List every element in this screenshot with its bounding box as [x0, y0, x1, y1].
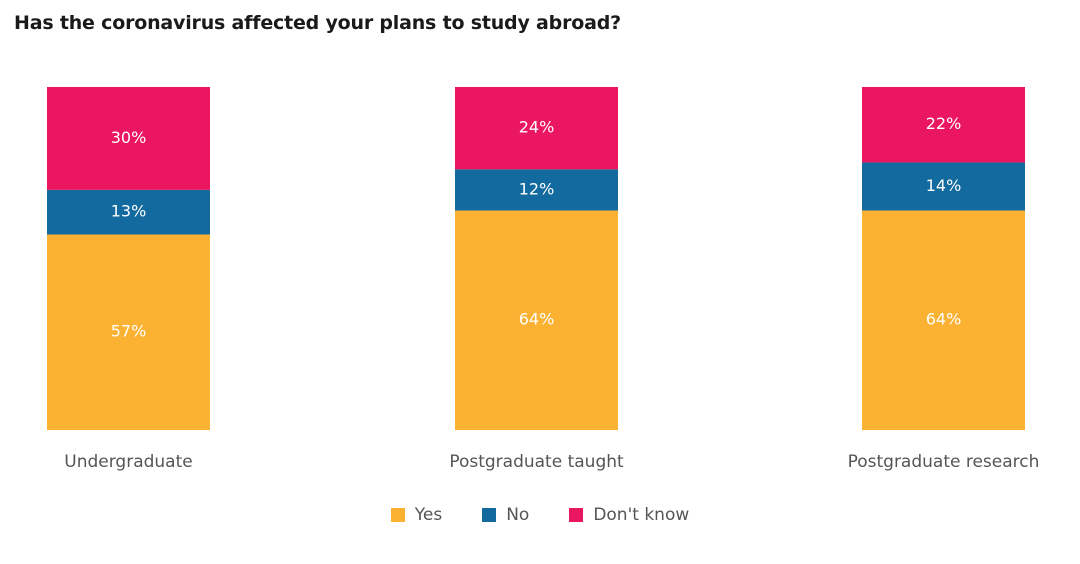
chart-title: Has the coronavirus affected your plans … — [14, 12, 621, 34]
bar-segment-no-2 — [862, 162, 1025, 211]
data-label: 64% — [519, 310, 555, 329]
legend-item: Don't know — [569, 505, 689, 525]
bar-segment-yes-0 — [47, 234, 210, 430]
legend-label: Yes — [414, 505, 443, 525]
stacked-bar-chart: 57% 13% 30% Undergraduate 64% 12% 24% Postgradu… — [47, 87, 1040, 472]
data-label: 22% — [926, 114, 962, 133]
bar-segment-yes-2 — [862, 210, 1025, 430]
legend: Yes No Don't know — [0, 505, 1080, 525]
category-label: Undergraduate — [64, 452, 192, 472]
legend-label: No — [506, 505, 530, 525]
legend-label: Don't know — [593, 505, 690, 525]
legend-swatch — [390, 508, 405, 522]
bar-segment-no-1 — [455, 169, 618, 211]
legend-swatch — [482, 508, 497, 522]
data-label: 14% — [926, 176, 962, 195]
data-label: 24% — [519, 118, 555, 137]
bar-segment-don-t-know-1 — [455, 87, 618, 170]
legend-item: Yes — [390, 505, 443, 525]
data-label: 57% — [111, 322, 147, 341]
bar-segment-no-0 — [47, 189, 210, 235]
category-label: Postgraduate taught — [449, 452, 624, 472]
data-label: 30% — [111, 128, 147, 147]
bar-segment-yes-1 — [455, 210, 618, 430]
data-label: 64% — [926, 310, 962, 329]
data-label: 13% — [111, 202, 147, 221]
data-label: 12% — [519, 179, 555, 198]
category-label: Postgraduate research — [848, 452, 1040, 472]
bar-segment-don-t-know-2 — [862, 87, 1025, 163]
legend-swatch — [569, 508, 584, 522]
bar-segment-don-t-know-0 — [47, 87, 210, 190]
legend-item: No — [482, 505, 529, 525]
